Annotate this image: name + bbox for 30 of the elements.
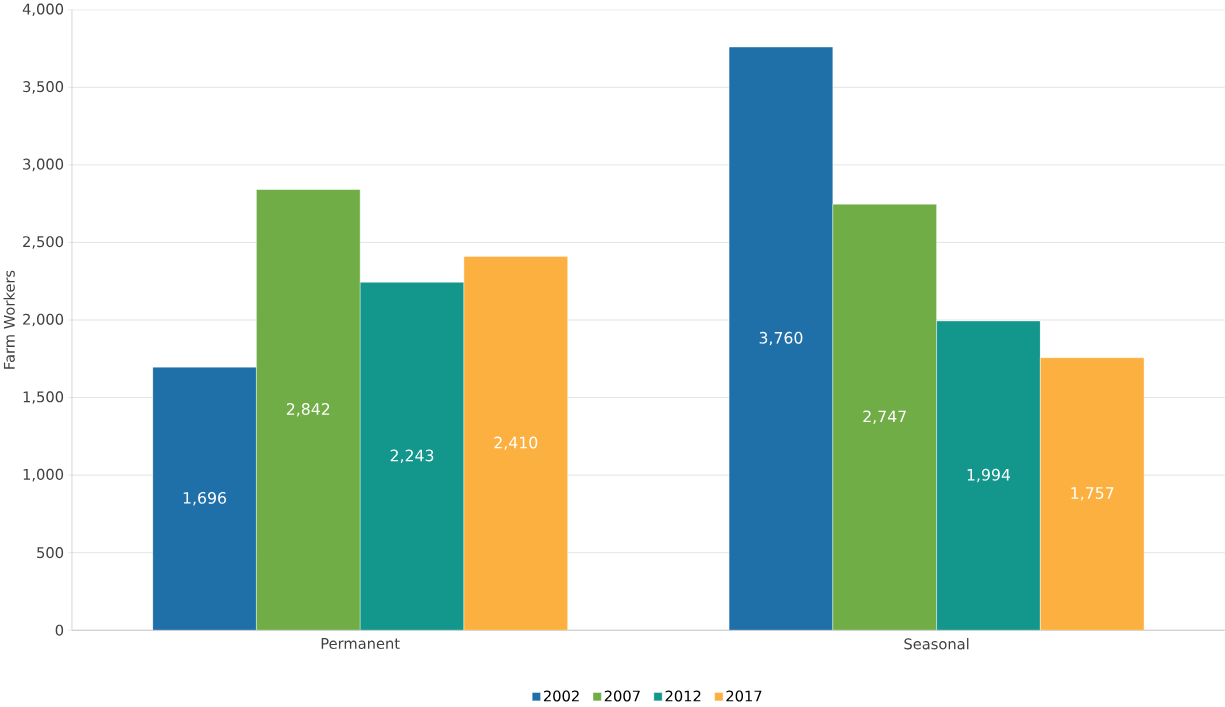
legend-label: 2007	[604, 690, 640, 702]
data-label: 2,747	[863, 410, 906, 424]
x-tick-label: Seasonal	[904, 638, 969, 650]
legend-label: 2017	[726, 690, 762, 702]
y-tick-label: 1,500	[23, 391, 64, 404]
bar	[256, 189, 361, 631]
y-tick-label: 2,500	[23, 236, 64, 249]
data-label: 2,842	[286, 403, 330, 417]
y-tick-label: 3,500	[23, 80, 64, 94]
data-label: 1,994	[967, 468, 1011, 483]
y-tick-label: 0	[55, 624, 64, 636]
data-label: 3,760	[759, 331, 803, 346]
y-tick-label: 4,000	[22, 3, 64, 17]
y-tick-label: 1,000	[23, 468, 64, 482]
bar	[152, 366, 257, 631]
data-label: 1,696	[183, 491, 227, 506]
bar	[936, 320, 1041, 631]
data-label: 1,757	[1071, 487, 1114, 501]
y-tick-label: 2,000	[23, 313, 64, 327]
legend-label: 2012	[665, 690, 701, 702]
y-tick-label: 3,000	[23, 158, 64, 172]
bar	[359, 282, 465, 631]
data-label: 2,243	[390, 449, 434, 463]
y-tick-label: 500	[37, 547, 64, 559]
x-tick-label: Permanent	[321, 638, 400, 649]
bar	[728, 46, 834, 631]
data-label: 2,410	[494, 436, 538, 451]
legend-label: 2002	[543, 690, 579, 702]
bar	[832, 203, 937, 631]
y-axis-title: Farm Workers	[3, 270, 15, 369]
